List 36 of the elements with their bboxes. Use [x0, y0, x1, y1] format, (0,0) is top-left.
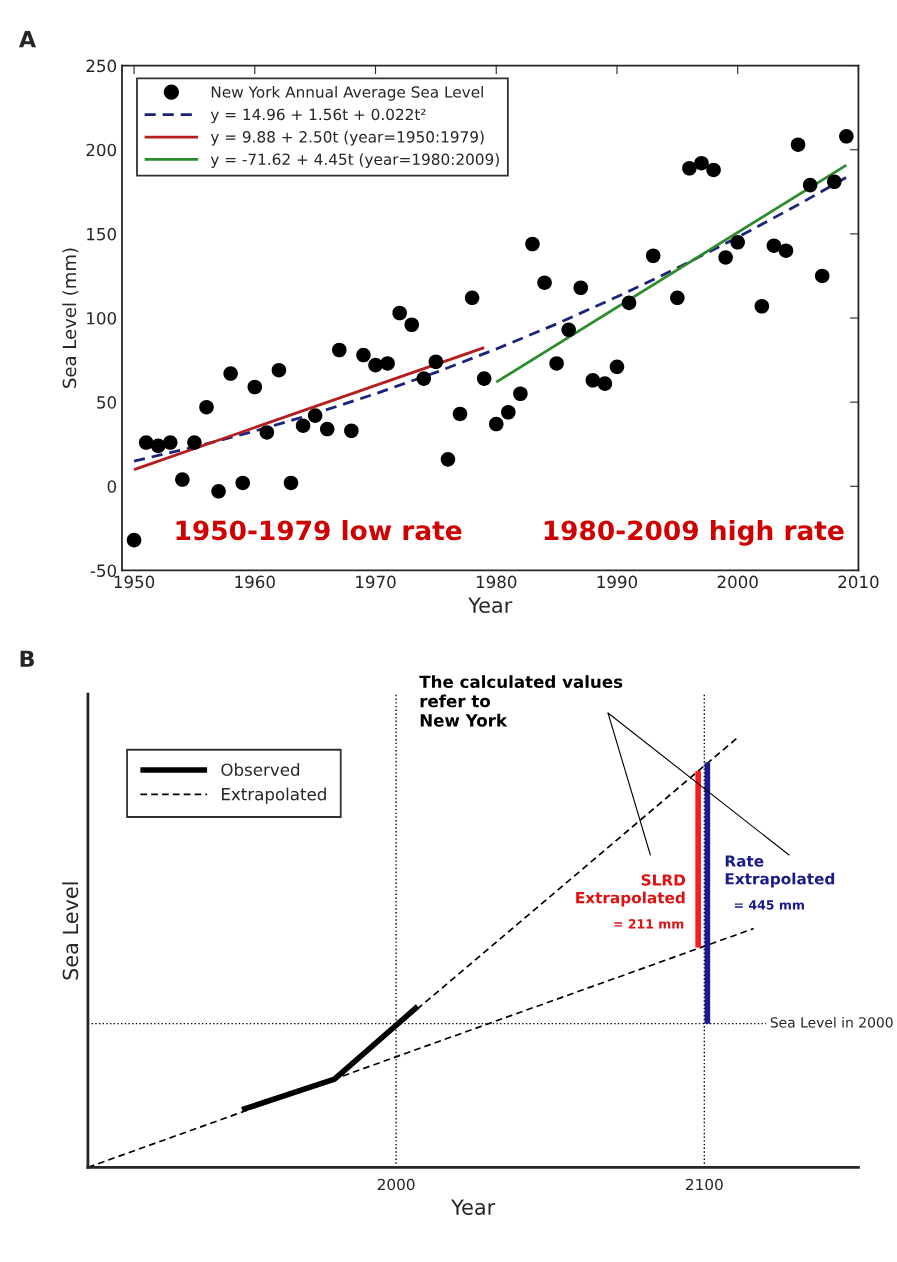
x-tick-label: 2100: [686, 1178, 723, 1191]
y-axis-title: Sea Level: [62, 882, 79, 980]
chart-title: B: [20, 650, 34, 667]
legend-label: New York Annual Average Sea Level: [211, 85, 483, 101]
annotation: Rate Extrapolated: [725, 855, 835, 888]
legend-label: y = 9.88 + 2.50t (year=1950:1979): [210, 130, 484, 146]
x-axis-title: Year: [468, 597, 513, 614]
y-tick-label: 150: [87, 227, 117, 241]
y-axis-title: Sea Level (mm): [62, 248, 79, 388]
legend-label: Observed: [221, 763, 300, 776]
x-tick-label: 2000: [717, 575, 758, 589]
legend-label: y = -71.62 + 4.45t (year=1980:2009): [210, 153, 499, 169]
legend-label: y = 14.96 + 1.56t + 0.022t²: [210, 108, 426, 124]
x-tick-label: 2010: [838, 575, 879, 589]
legend-label: Extrapolated: [222, 787, 326, 804]
text: The calculated values refer to New York: [419, 675, 623, 727]
annotation: = 211 mm: [614, 919, 684, 929]
annotation: 1950-1979 low rate: [176, 519, 462, 541]
y-tick-label: 0: [107, 480, 117, 493]
x-tick-label: 1980: [476, 575, 517, 589]
y-tick-label: 100: [87, 311, 117, 325]
y-tick-label: 200: [86, 143, 117, 157]
y-tick-label: 250: [86, 59, 117, 73]
x-tick-label: 1990: [597, 575, 638, 589]
x-tick-label: 1950: [114, 575, 155, 589]
annotation: 1980-2009 high rate: [544, 519, 844, 546]
ref-line-label: Sea Level in 2000: [770, 1016, 893, 1028]
y-tick-label: 50: [97, 396, 117, 409]
x-tick-label: 1970: [356, 575, 396, 589]
chart-title: A: [19, 30, 36, 48]
x-axis-title: Year: [451, 1199, 496, 1215]
y-tick-label: -50: [90, 564, 117, 577]
annotation: = 445 mm: [734, 900, 804, 910]
x-tick-label: 1960: [235, 575, 275, 589]
annotation: SLRD Extrapolated: [576, 874, 686, 907]
x-tick-label: 2000: [377, 1178, 415, 1191]
